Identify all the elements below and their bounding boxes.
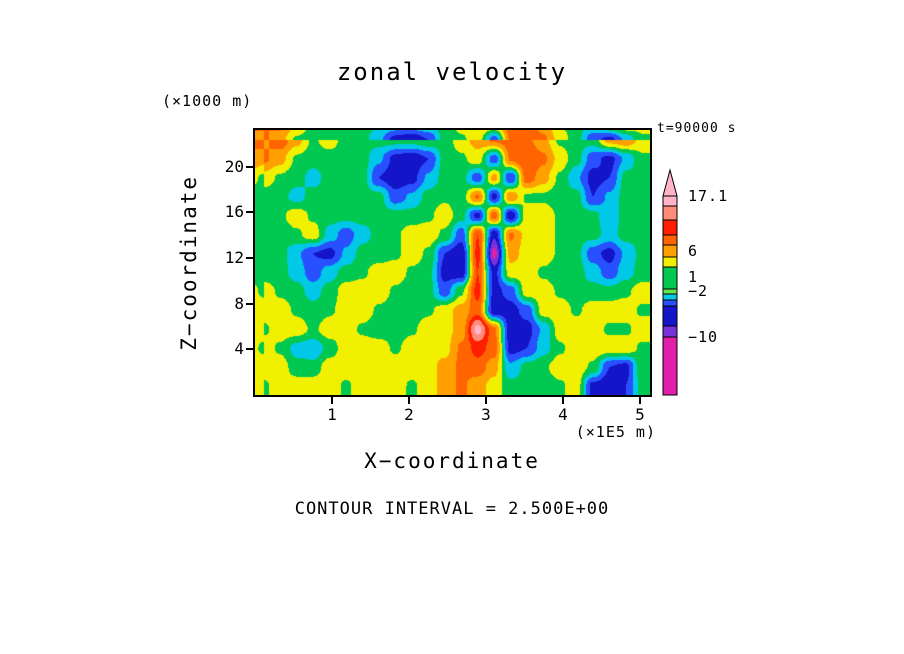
colorbar-label: 17.1 [688,187,729,205]
x-tick-mark [561,397,564,404]
x-axis-label: X−coordinate [364,449,540,473]
chart-title: zonal velocity [336,58,568,86]
x-tick-mark [407,397,410,404]
x-tick-label: 2 [404,405,414,424]
y-tick-mark [246,302,253,305]
colorbar-label: −2 [688,282,709,300]
x-tick-mark [484,397,487,404]
y-axis-label-text: Z−coordinate [177,174,201,351]
y-tick-mark [246,211,253,214]
colorbar-segment [662,299,678,307]
y-tick-mark [246,348,253,351]
heatmap-canvas [255,130,650,395]
y-tick-label: 12 [224,247,244,267]
colorbar-segment [662,256,678,268]
colorbar-label: 6 [688,242,699,260]
y-tick-label: 8 [234,293,244,313]
colorbar-arrow-tip [662,168,678,197]
colorbar-segment [662,244,678,258]
y-tick-label: 4 [234,339,244,359]
x-tick-label: 5 [635,405,645,424]
colorbar-segment [662,205,678,221]
y-tick-label: 20 [224,156,244,176]
y-tick-label: 16 [224,202,244,222]
colorbar-segment [662,305,678,327]
x-axis-unit-label: (×1E5 m) [575,423,656,441]
time-label: t=90000 s [657,121,737,136]
colorbar-segment [662,195,678,207]
x-tick-mark [330,397,333,404]
colorbar [662,168,678,396]
y-axis-unit-label: (×1000 m) [162,92,253,110]
y-tick-mark [246,256,253,259]
colorbar-segment [662,266,678,290]
x-tick-label: 3 [481,405,491,424]
colorbar-segment [662,336,678,396]
x-tick-label: 1 [327,405,337,424]
x-tick-label: 4 [558,405,568,424]
colorbar-segment [662,288,678,295]
colorbar-segment [662,219,678,236]
x-tick-mark [638,397,641,404]
plot-area [255,130,650,395]
colorbar-label: −10 [688,328,719,346]
colorbar-segment [662,234,678,246]
contour-interval-note: CONTOUR INTERVAL = 2.500E+00 [294,499,610,519]
colorbar-segment [662,293,678,301]
colorbar-segment [662,325,678,338]
y-tick-mark [246,165,253,168]
colorbar-label: 1 [688,268,699,286]
y-axis-label: Z−coordinate [176,130,202,395]
